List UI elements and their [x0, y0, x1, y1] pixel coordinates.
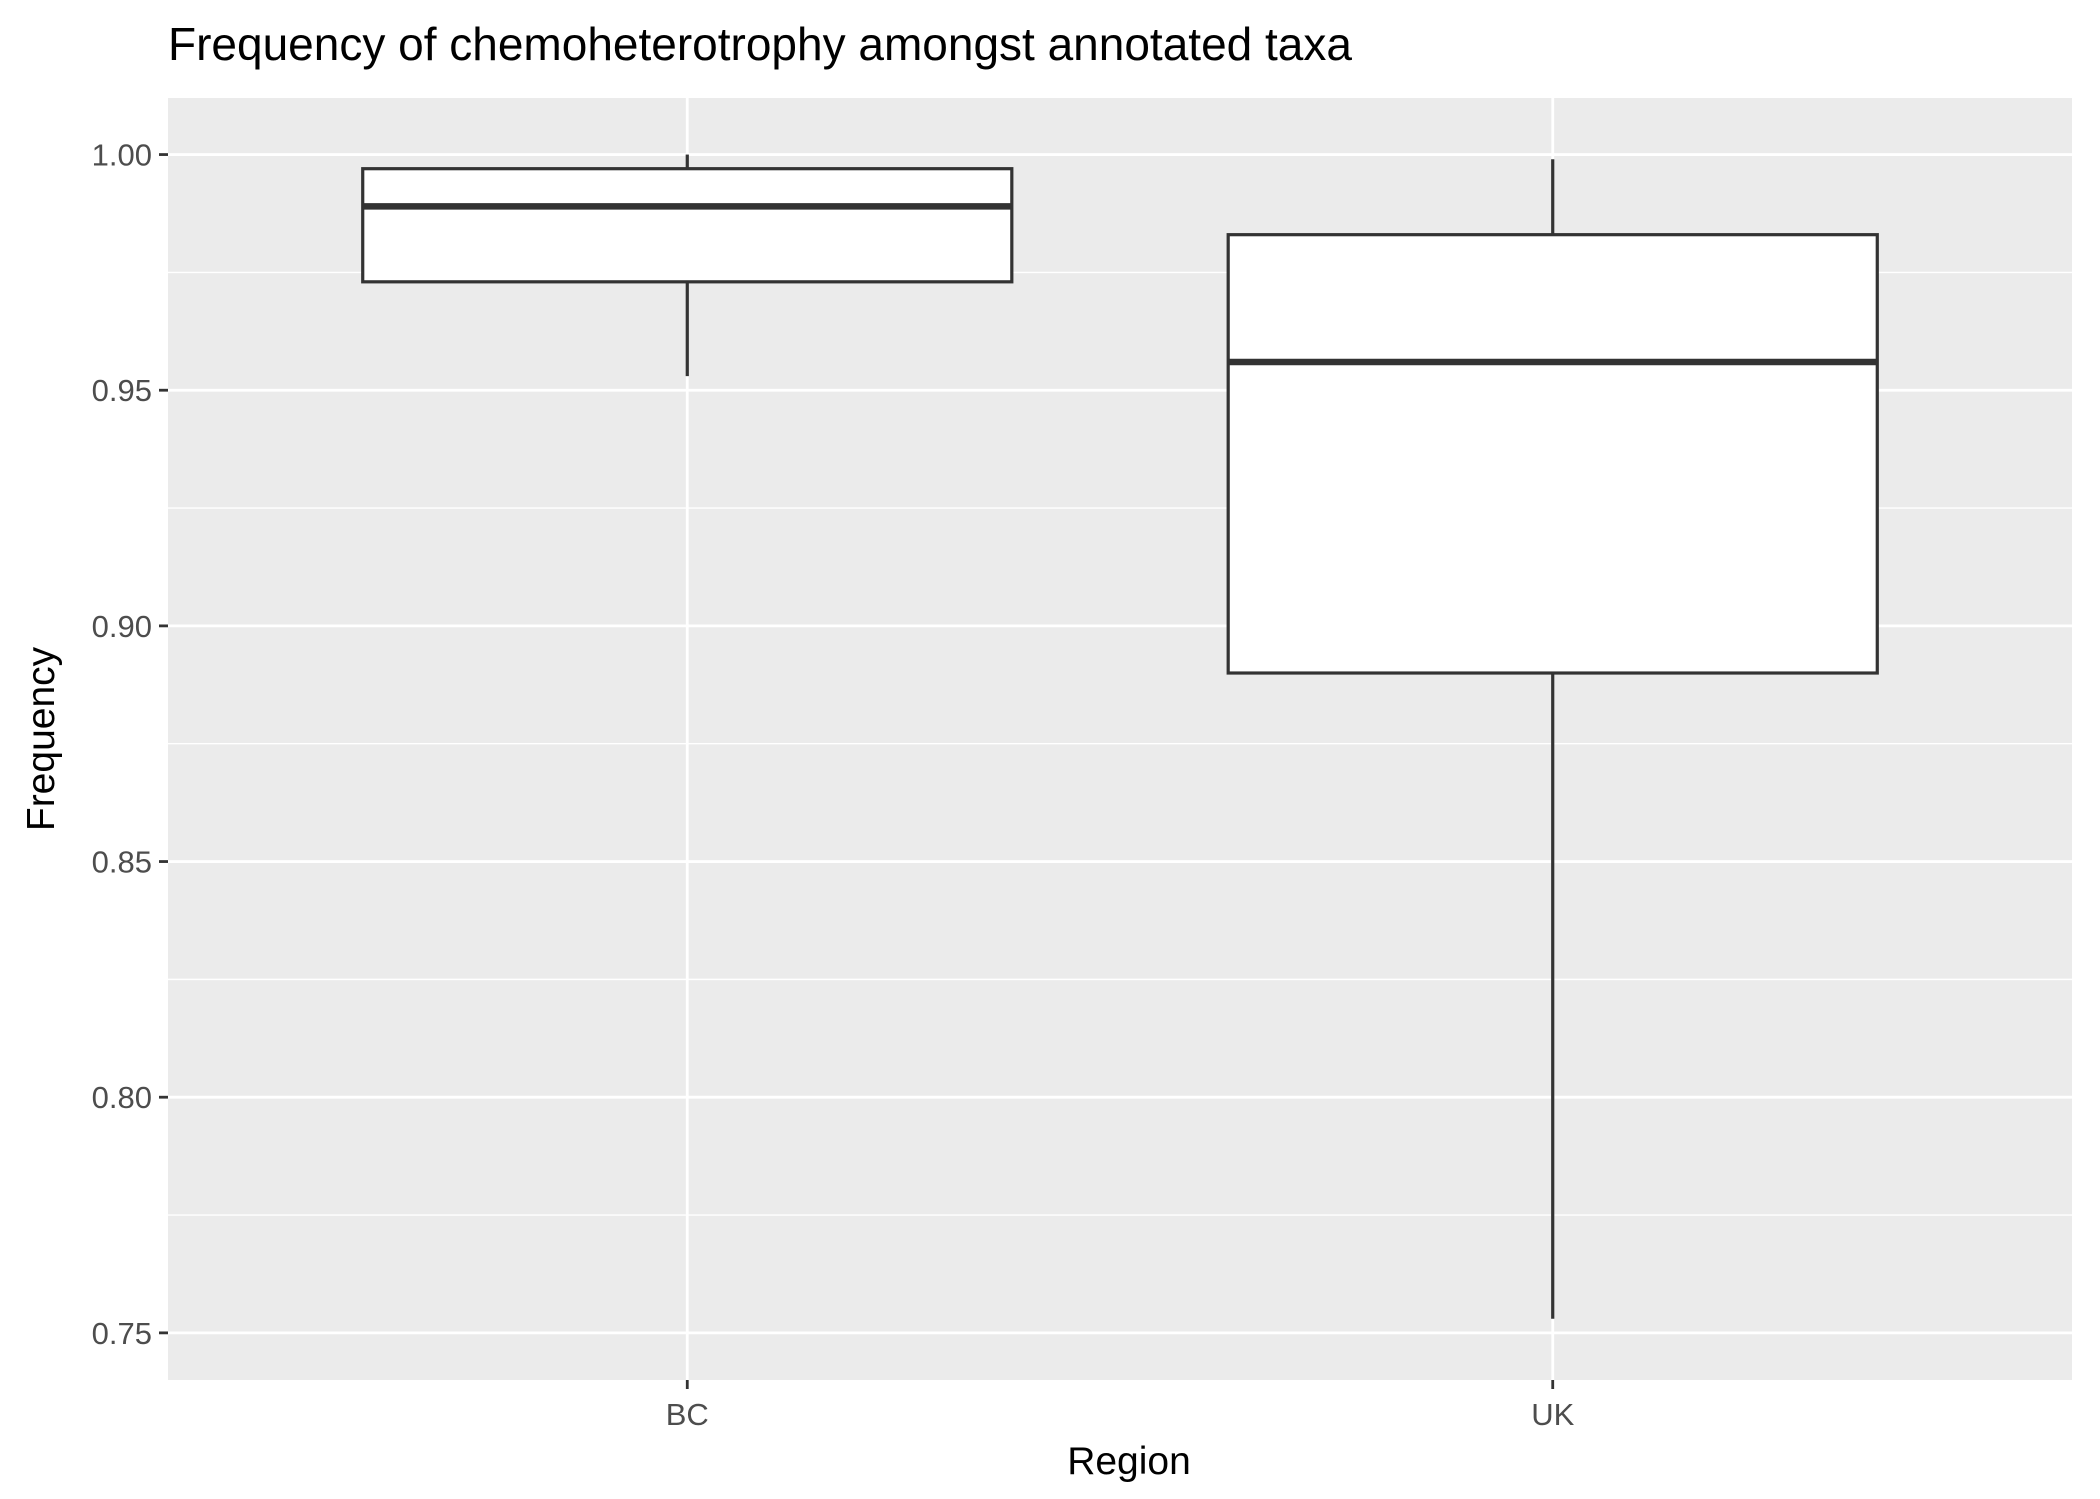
x-tick-label: BC: [666, 1397, 709, 1432]
chart-title: Frequency of chemoheterotrophy amongst a…: [168, 18, 1352, 70]
minor-gridlines: [168, 271, 2072, 1216]
iqr-box: [1226, 233, 1879, 675]
x-axis-title: Region: [1067, 1440, 1191, 1483]
y-tick-label: 0.90: [92, 609, 152, 644]
box-uk: [1226, 159, 1879, 1319]
iqr-box: [361, 167, 1014, 284]
y-tick-label: 0.95: [92, 373, 152, 408]
y-tick-label: 0.85: [92, 845, 152, 880]
y-axis-title: Frequency: [20, 646, 63, 831]
y-tick-label: 0.75: [92, 1316, 152, 1351]
box-series: [361, 154, 1879, 1319]
box-bc: [361, 154, 1014, 377]
x-tick-label: UK: [1531, 1397, 1574, 1432]
y-tick-label: 1.00: [92, 138, 152, 173]
y-axis: 0.75 0.80 0.85 0.90 0.95 1.00: [92, 138, 168, 1351]
y-tick-label: 0.80: [92, 1080, 152, 1115]
x-axis: BC UK: [666, 1380, 1575, 1432]
